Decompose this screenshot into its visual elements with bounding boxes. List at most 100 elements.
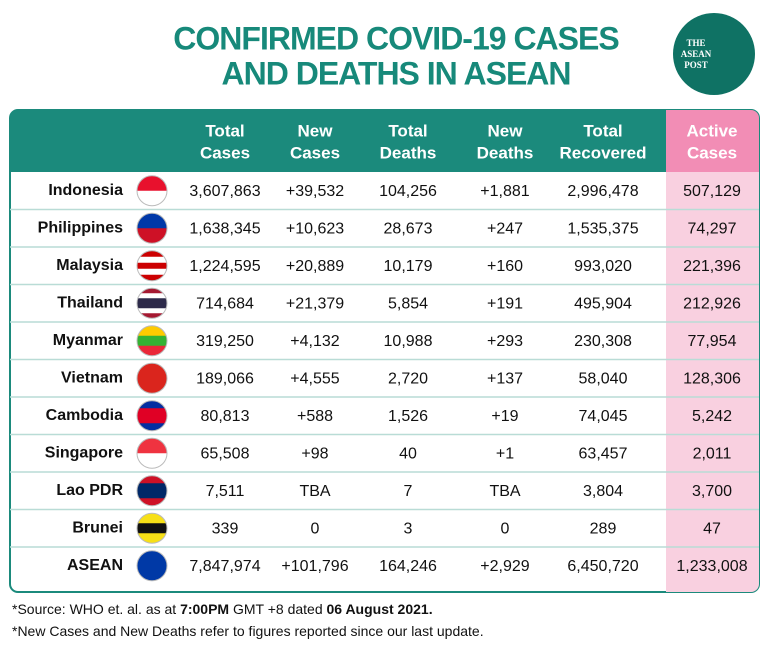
flag-border [136,362,168,394]
flag-stripe [137,298,167,304]
cell: 1,224,595 [189,258,260,275]
cell: +101,796 [281,558,348,575]
cell: 507,129 [683,183,741,200]
cell: 5,854 [388,295,428,312]
column-header: Total [583,121,622,140]
cell: 74,045 [579,408,628,425]
flag-stripe [137,190,167,206]
column-header: New [298,121,334,140]
footnote: *Source: WHO et. al. as at 7:00PM GMT +8… [12,601,433,617]
cell: 63,457 [579,445,628,462]
cell: 28,673 [384,220,433,237]
cell: 47 [703,520,721,537]
cell: 40 [399,445,417,462]
cell: 1,638,345 [189,220,260,237]
column-header: Total [205,121,244,140]
cell: +160 [487,258,523,275]
column-header: Active [686,121,737,140]
flag-stripe [137,523,167,534]
flag-stripe [137,325,167,337]
footnote-part: *Source: WHO et. al. as at [12,601,180,617]
footnote-part: 7:00PM [180,601,229,617]
flag-stripe [137,293,167,299]
cell: 1,526 [388,408,428,425]
flag-stripe [137,213,167,229]
flag-stripe [137,513,167,524]
cell: 7 [404,483,413,500]
cell: 3 [404,520,413,537]
flag-border [136,512,168,544]
flag-stripe [137,363,167,394]
cell: 221,396 [683,258,741,275]
flag-stripe [137,400,167,409]
flag-border [136,325,168,357]
cell: +10,623 [286,220,344,237]
flag-stripe [137,288,167,294]
cell: 2,011 [693,445,732,462]
flag-stripe [137,268,167,276]
country: Myanmar [53,332,123,349]
flag-stripe [137,408,167,417]
country: Singapore [45,444,123,461]
cell: 74,297 [688,220,737,237]
cell: 6,450,720 [567,558,638,575]
cell: 164,246 [379,558,437,575]
cell: +21,379 [286,295,344,312]
cell: 2,996,478 [567,183,638,200]
country: Philippines [38,219,123,236]
cell: +588 [297,408,333,425]
country: ASEAN [67,557,123,574]
flag-border [136,550,168,582]
cell: 0 [501,520,510,537]
cell: 7,511 [206,483,245,500]
cell: +4,555 [290,370,339,387]
column-header: Cases [687,143,737,162]
cell: +39,532 [286,183,344,200]
flag-border [136,475,168,507]
country: Thailand [57,294,123,311]
column-header: Total [388,121,427,140]
cell: +19 [491,408,518,425]
title: CONFIRMED COVID-19 CASES [173,20,619,56]
cell: 3,607,863 [189,183,260,200]
cell: +293 [487,333,523,350]
flag-border [136,250,168,282]
cell: 10,179 [384,258,433,275]
cell: 339 [212,520,239,537]
country: Cambodia [46,407,123,424]
cell: +137 [487,370,523,387]
flag-stripe [137,483,167,492]
cell: 58,040 [579,370,628,387]
cell: 65,508 [201,445,250,462]
footnote-part: GMT +8 dated [229,601,326,617]
country: Lao PDR [56,482,123,499]
country: Indonesia [48,182,123,199]
flag-stripe [137,175,167,192]
cell: 0 [311,520,320,537]
flag-stripe [137,415,167,424]
flag-stripe [137,533,167,544]
column-header: Cases [200,143,250,162]
cell: +4,132 [290,333,339,350]
cell: +191 [487,295,523,312]
footnote: *New Cases and New Deaths refer to figur… [12,623,484,639]
country: Brunei [72,519,123,536]
column-header: Deaths [477,143,534,162]
footnote-part: 06 August 2021. [327,601,433,617]
footnote-part: *New Cases and New Deaths refer to figur… [12,623,484,639]
column-header: Recovered [560,143,647,162]
cell: 212,926 [683,295,741,312]
flag-stripe [137,274,167,281]
column-header: Cases [290,143,340,162]
cell: +2,929 [480,558,529,575]
flag-border [136,175,168,207]
flag-border [136,287,168,319]
country: Malaysia [56,257,123,274]
flag-border [136,400,168,432]
cell: 80,813 [201,408,250,425]
cell: 230,308 [574,333,632,350]
cell: 1,535,375 [567,220,638,237]
cell: 7,847,974 [189,558,260,575]
flag-stripe [137,313,167,319]
